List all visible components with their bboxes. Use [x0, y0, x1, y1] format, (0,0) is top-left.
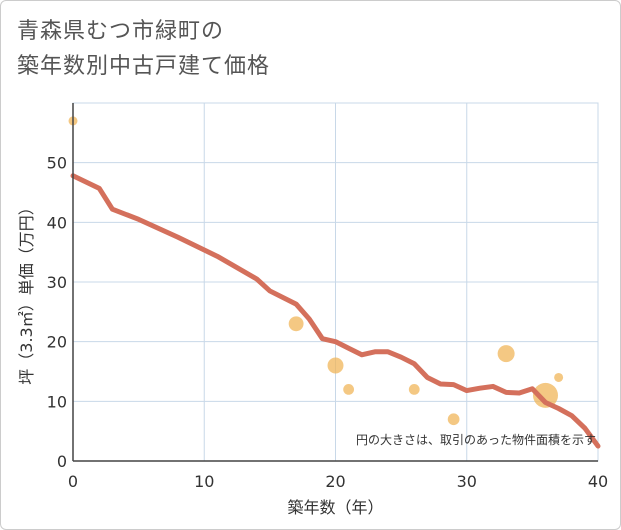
average-price-line — [70, 173, 601, 449]
y-tick-label: 10 — [47, 392, 67, 411]
transaction-bubble — [533, 382, 558, 408]
y-tick-label: 20 — [47, 333, 67, 352]
bubble-size-note: 円の大きさは、取引のあった物件面積を示す — [356, 432, 596, 447]
y-axis-label: 坪（3.3㎡）単価（万円） — [17, 199, 36, 384]
tick-labels: 0 10 20 30 40 0 10 20 30 40 50 — [47, 154, 609, 491]
transaction-bubble — [408, 384, 420, 395]
transaction-bubble — [327, 357, 344, 374]
y-tick-label: 50 — [47, 154, 67, 173]
axes — [72, 103, 598, 462]
chart-title-line2: 築年数別中古戸建て価格 — [17, 54, 271, 79]
y-tick-label: 30 — [47, 273, 67, 292]
x-tick-label: 30 — [457, 472, 477, 491]
y-tick-label: 40 — [47, 213, 67, 232]
x-tick-label: 40 — [588, 472, 608, 491]
transaction-bubble — [288, 316, 304, 332]
transaction-bubble — [554, 372, 564, 382]
transaction-bubbles — [68, 116, 564, 426]
y-tick-label: 0 — [57, 452, 67, 471]
x-tick-label: 20 — [325, 472, 345, 491]
transaction-bubble — [343, 384, 355, 395]
transaction-bubble — [497, 345, 515, 363]
chart-title: 青森県むつ市緑町の 築年数別中古戸建て価格 — [17, 14, 270, 84]
grid-lines — [72, 102, 599, 462]
x-tick-label: 10 — [194, 472, 214, 491]
x-axis-label: 築年数（年） — [287, 498, 383, 517]
chart-title-line1: 青森県むつ市緑町の — [17, 19, 225, 44]
transaction-bubble — [447, 413, 460, 426]
average-line-layer — [70, 173, 601, 449]
x-tick-label: 0 — [68, 472, 78, 491]
